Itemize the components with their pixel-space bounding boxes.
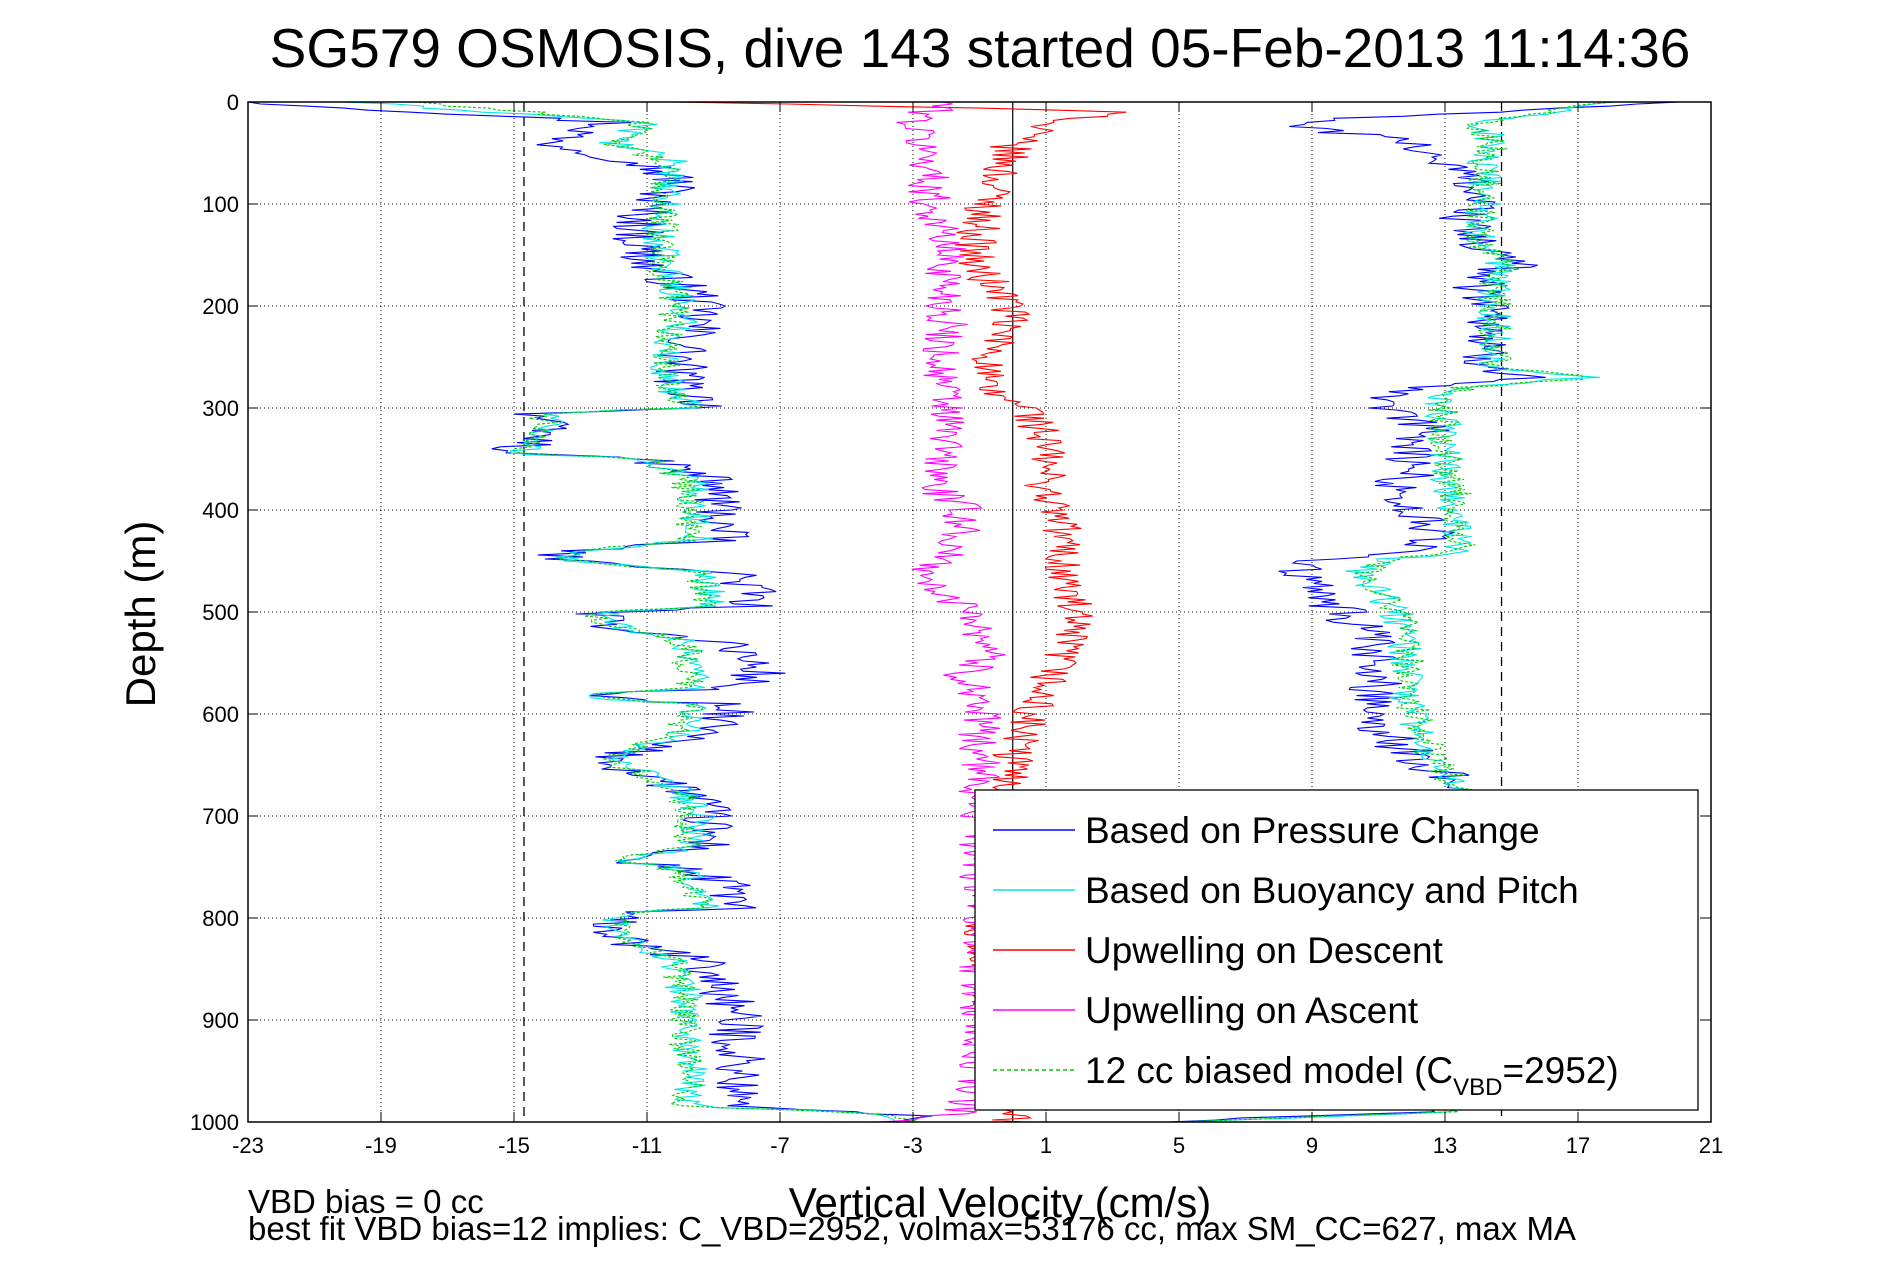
y-tick-label: 900: [202, 1008, 239, 1033]
y-tick-label: 400: [202, 498, 239, 523]
y-tick-label: 700: [202, 804, 239, 829]
x-tick-label: -11: [632, 1133, 662, 1158]
series-line: [247, 101, 933, 1123]
axes: -23 -19 -15 -11 -7 -3 1 5 9 13 17 21 0 100 200 300 400 50…: [190, 90, 1723, 1158]
x-tick-label: 13: [1433, 1133, 1457, 1158]
y-tick-label: 800: [202, 906, 239, 931]
series-line: [877, 101, 1006, 1123]
legend-label: Upwelling on Ascent: [1085, 990, 1419, 1031]
x-tick-label: 5: [1173, 1133, 1185, 1158]
legend-label: Based on Buoyancy and Pitch: [1085, 870, 1579, 911]
x-tick-label: 1: [1040, 1133, 1052, 1158]
x-tick-label: 9: [1306, 1133, 1318, 1158]
y-tick-label: 600: [202, 702, 239, 727]
x-tick-label: 17: [1566, 1133, 1590, 1158]
x-tick-label: -7: [770, 1133, 790, 1158]
x-tick-label: -15: [498, 1133, 530, 1158]
footer-line-2: best fit VBD bias=12 implies: C_VBD=2952…: [248, 1210, 1576, 1247]
x-tick-label: -3: [903, 1133, 923, 1158]
y-axis-label: Depth (m): [117, 521, 164, 708]
y-tick-label: 300: [202, 396, 239, 421]
legend-label: Upwelling on Descent: [1085, 930, 1444, 971]
legend: Based on Pressure Change Based on Buoyanc…: [974, 789, 1699, 1111]
series-line: [413, 101, 917, 1123]
x-tick-label: -19: [365, 1133, 397, 1158]
y-tick-label: 0: [227, 90, 239, 115]
y-tick-label: 200: [202, 294, 239, 319]
y-tick-label: 1000: [190, 1110, 239, 1135]
chart-title: SG579 OSMOSIS, dive 143 started 05-Feb-2…: [270, 17, 1691, 79]
legend-label: 12 cc biased model (CVBD=2952): [1085, 1050, 1619, 1101]
y-tick-label: 500: [202, 600, 239, 625]
x-tick-label: -23: [232, 1133, 264, 1158]
x-axis-label: Vertical Velocity (cm/s): [789, 1179, 1211, 1226]
series-line: [341, 101, 896, 1123]
x-tick-label: 21: [1699, 1133, 1723, 1158]
legend-box: [974, 789, 1699, 1111]
footer-line-1: VBD bias = 0 cc: [248, 1183, 484, 1220]
legend-label: Based on Pressure Change: [1085, 810, 1540, 851]
y-tick-label: 100: [202, 192, 239, 217]
